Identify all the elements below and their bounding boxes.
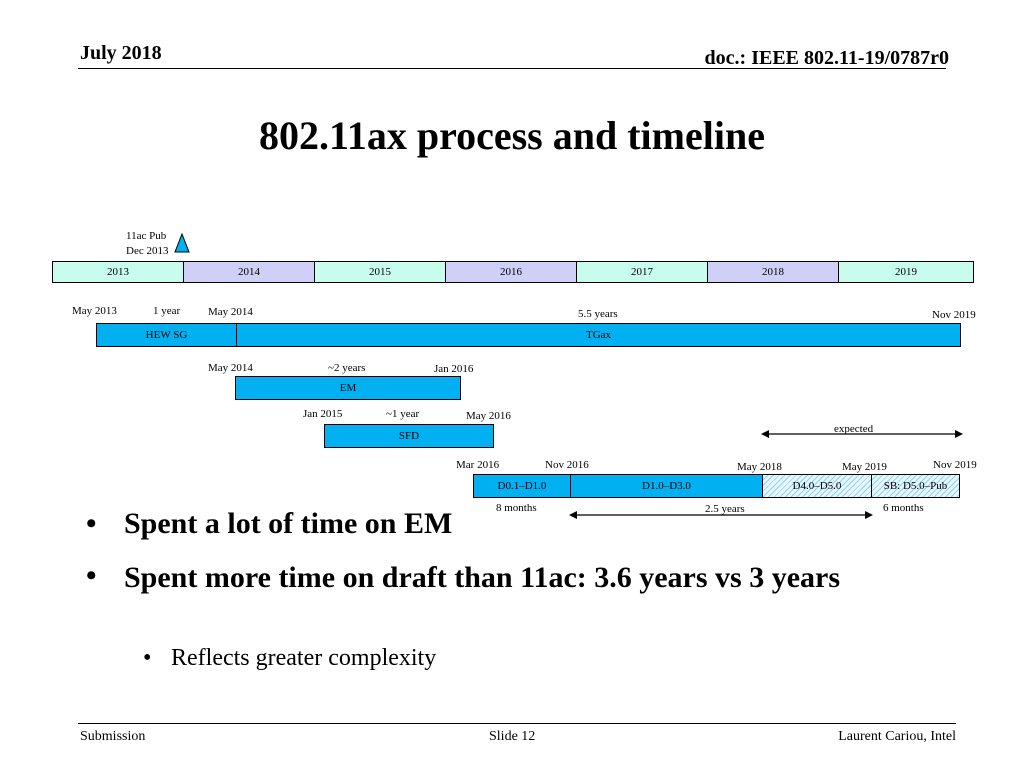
- row3-end-label: May 2016: [466, 410, 511, 422]
- row1-end-label: Nov 2019: [932, 309, 976, 321]
- footer-submission: Submission: [80, 729, 146, 744]
- year-cell-2017: 2017: [576, 261, 708, 283]
- row4-milestone4-label: May 2019: [842, 461, 887, 473]
- year-cell-2015: 2015: [314, 261, 446, 283]
- row2-duration-label: ~2 years: [328, 362, 366, 374]
- row4-duration1-label: 8 months: [496, 502, 537, 514]
- footer-rule: [78, 723, 956, 724]
- row3-start-label: Jan 2015: [303, 408, 343, 420]
- em-bar: EM: [235, 376, 461, 400]
- marker-label-line1: 11ac Pub: [126, 230, 167, 242]
- hew-sg-bar: HEW SG: [96, 323, 237, 347]
- sponsor-ballot-bar: SB: D5.0–Pub: [871, 474, 960, 498]
- bullet-text-1: Spent a lot of time on EM: [124, 507, 453, 540]
- expected-label: expected: [834, 423, 874, 435]
- sfd-bar: SFD: [324, 424, 494, 448]
- slide-title: 802.11ax process and timeline: [259, 113, 765, 158]
- header-date: July 2018: [80, 42, 162, 64]
- row1-start-label: May 2013: [72, 305, 117, 317]
- draft-duration-arrow-icon: [569, 511, 873, 519]
- footer-author: Laurent Cariou, Intel: [838, 729, 956, 744]
- row4-milestone3-label: May 2018: [737, 461, 782, 473]
- row1-mid-label: May 2014: [208, 306, 253, 318]
- marker-triangle-icon: [174, 233, 190, 253]
- header-rule: [78, 68, 946, 69]
- marker-label-line2: Dec 2013: [126, 245, 169, 257]
- row2-end-label: Jan 2016: [434, 363, 474, 375]
- row4-milestone5-label: Nov 2019: [933, 459, 977, 471]
- draft-d0-d1-bar: D0.1–D1.0: [473, 474, 571, 498]
- tgax-bar: TGax: [236, 323, 961, 347]
- bullet-mark-1: •: [86, 507, 97, 540]
- draft-d1-d3-bar: D1.0–D3.0: [570, 474, 763, 498]
- row4-milestone2-label: Nov 2016: [545, 459, 589, 471]
- row4-duration2-label: 2.5 years: [705, 503, 745, 515]
- row4-duration3-label: 6 months: [883, 502, 924, 514]
- year-cell-2014: 2014: [183, 261, 315, 283]
- year-cell-2018: 2018: [707, 261, 839, 283]
- header-doc-id: doc.: IEEE 802.11-19/0787r0: [704, 47, 949, 69]
- bullet-mark-2: •: [86, 559, 97, 592]
- bullet-text-2: Spent more time on draft than 11ac: 3.6 …: [124, 561, 841, 594]
- year-cell-2016: 2016: [445, 261, 577, 283]
- row3-duration-label: ~1 year: [386, 408, 420, 420]
- draft-d4-d5-bar: D4.0–D5.0: [762, 474, 872, 498]
- year-cell-2013: 2013: [52, 261, 184, 283]
- year-cell-2019: 2019: [838, 261, 974, 283]
- row1-duration2-label: 5.5 years: [578, 308, 618, 320]
- row4-milestone1-label: Mar 2016: [456, 459, 500, 471]
- sub-bullet-text-1: Reflects greater complexity: [171, 645, 437, 671]
- sub-bullet-mark-1: •: [143, 645, 152, 671]
- footer-slide-number: Slide 12: [489, 729, 536, 744]
- row2-start-label: May 2014: [208, 362, 253, 374]
- row1-duration1-label: 1 year: [153, 305, 181, 317]
- expected-arrow-icon: [761, 430, 963, 438]
